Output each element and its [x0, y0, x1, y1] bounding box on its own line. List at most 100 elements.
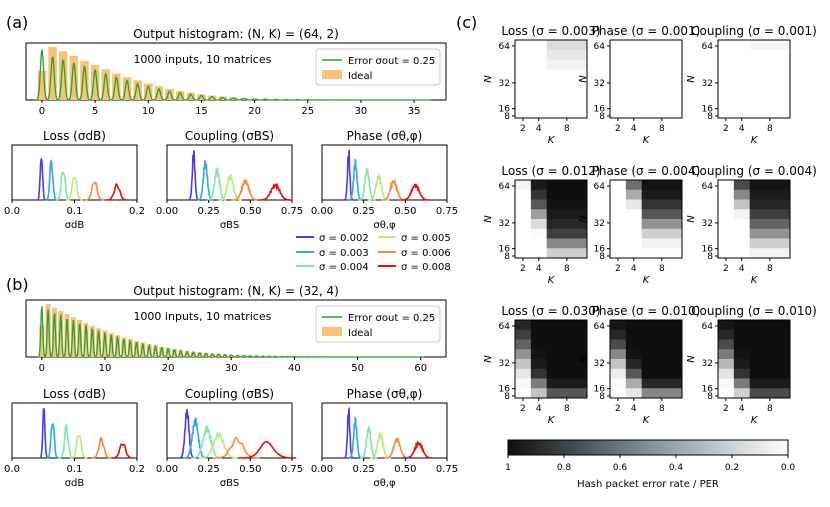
- y-tick-label: 64: [702, 42, 714, 52]
- x-tick-label: 8: [659, 404, 665, 414]
- heatmap-cell: [546, 219, 588, 230]
- distribution-peak: [403, 439, 434, 459]
- heatmap-cell: [733, 378, 750, 389]
- heatmap-frame: [717, 179, 791, 259]
- heatmap-frame: [514, 319, 588, 399]
- heatmap-ylabel: N: [686, 215, 697, 223]
- heatmap-cell: [515, 189, 532, 200]
- heatmap-cell: [515, 49, 532, 60]
- heatmap-cell: [546, 320, 588, 331]
- heatmap-ylabel: N: [578, 215, 589, 223]
- legend-swatch-ideal: [322, 327, 342, 336]
- heatmap-cell: [530, 329, 547, 340]
- heatmap-cell: [733, 339, 750, 350]
- x-tick-label: 0.00: [311, 464, 333, 475]
- heatmap-cell: [515, 329, 532, 340]
- heatmap-cell: [749, 108, 791, 119]
- x-tick-label: 0.0: [4, 206, 20, 217]
- heatmap-cell: [733, 320, 750, 331]
- histogram-title: Output histogram: (N, K) = (32, 4): [133, 284, 339, 298]
- heatmap-cell: [733, 79, 750, 90]
- distribution-peak: [36, 157, 46, 201]
- distribution-peak: [105, 182, 128, 201]
- x-tick-label: 4: [536, 404, 542, 414]
- x-tick-label: 0.1: [67, 464, 83, 475]
- y-tick-label: 16: [499, 105, 511, 115]
- x-tick-label: 25: [301, 106, 314, 117]
- colorbar-tick-label: 1: [505, 463, 511, 473]
- ideal-bar: [209, 353, 215, 357]
- panel-label-a: (a): [6, 13, 28, 32]
- heatmap-cell: [546, 378, 588, 389]
- heatmap-cell: [546, 329, 588, 340]
- ideal-bar: [64, 314, 70, 357]
- heatmap-cell: [610, 40, 627, 51]
- y-tick-label: 16: [499, 245, 511, 255]
- heatmap-cell: [733, 228, 750, 239]
- histogram-b-histogram: 0 10 20 30 40 50 60 Output histogram: (N, K) = …: [25, 284, 447, 374]
- heatmap-cell: [546, 69, 588, 80]
- heatmap-cell: [718, 238, 735, 249]
- heatmap-cell: [733, 368, 750, 379]
- x-tick-label: 40: [288, 363, 301, 374]
- heatmap-cell: [546, 209, 588, 220]
- heatmap-cell: [641, 108, 683, 119]
- heatmap-cell: [749, 238, 791, 249]
- heatmap-cell: [733, 349, 750, 360]
- y-tick-label: 32: [702, 79, 713, 89]
- heatmap-cell: [610, 59, 627, 70]
- sigma-legend: σ = 0.002 σ = 0.003 σ = 0.004 σ = 0.005 σ = …: [296, 233, 451, 273]
- heatmap-cell: [625, 40, 642, 51]
- y-tick-label: 64: [702, 182, 714, 192]
- x-tick-label: 0.25: [353, 206, 375, 217]
- y-tick-label: 64: [702, 322, 714, 332]
- ideal-bar: [121, 337, 127, 357]
- ideal-bar: [235, 355, 241, 357]
- ideal-bar: [165, 347, 171, 357]
- x-tick-label: 2: [520, 264, 526, 274]
- heatmap-cell: [546, 59, 588, 70]
- distribution-b-phase: 0.00 0.25 0.50 0.75 Phase (σθ,φ) σθ,φ: [311, 387, 458, 489]
- heatmap-cell: [641, 339, 683, 350]
- heatmap-cell: [733, 98, 750, 109]
- heatmap-cell: [625, 238, 642, 249]
- legend-label-error: Error σout = 0.25: [348, 56, 435, 67]
- x-tick-label: 0.2: [129, 464, 145, 475]
- heatmap-cell: [718, 320, 735, 331]
- y-tick-label: 32: [594, 359, 605, 369]
- heatmap-cell: [515, 378, 532, 389]
- sigma-legend-label: σ = 0.002: [319, 233, 369, 244]
- x-tick-label: 8: [767, 264, 773, 274]
- heatmap-cell: [610, 359, 627, 370]
- x-tick-label: 20: [248, 106, 261, 117]
- distribution-peak: [45, 159, 58, 201]
- heatmap-cell: [641, 388, 683, 399]
- x-tick-label: 8: [659, 124, 665, 134]
- colorbar-tick-label: 0.0: [781, 463, 796, 473]
- x-tick-label: 0: [39, 363, 45, 374]
- distribution-xlabel: σdB: [65, 478, 85, 489]
- distribution-peak: [197, 160, 213, 201]
- heatmap-cell: [625, 228, 642, 239]
- distribution-peak: [348, 157, 362, 201]
- ideal-bar: [152, 345, 158, 357]
- ideal-bar: [69, 56, 79, 100]
- heatmap-cell: [625, 180, 642, 191]
- heatmap-cell: [530, 368, 547, 379]
- ideal-bar: [197, 94, 206, 100]
- x-tick-label: 0.25: [198, 464, 220, 475]
- heatmap-cell: [749, 189, 791, 200]
- ideal-bar: [83, 323, 89, 357]
- y-tick-label: 8: [707, 112, 713, 122]
- y-tick-label: 8: [504, 252, 510, 262]
- histogram-annotation: 1000 inputs, 10 matrices: [133, 53, 271, 66]
- y-tick-label: 64: [499, 322, 511, 332]
- x-tick-label: 10: [142, 106, 155, 117]
- heatmap-cell: [515, 199, 532, 210]
- heatmap-cell: [515, 180, 532, 191]
- heatmap-cell: [733, 88, 750, 99]
- distribution-title: Loss (σdB): [43, 387, 106, 401]
